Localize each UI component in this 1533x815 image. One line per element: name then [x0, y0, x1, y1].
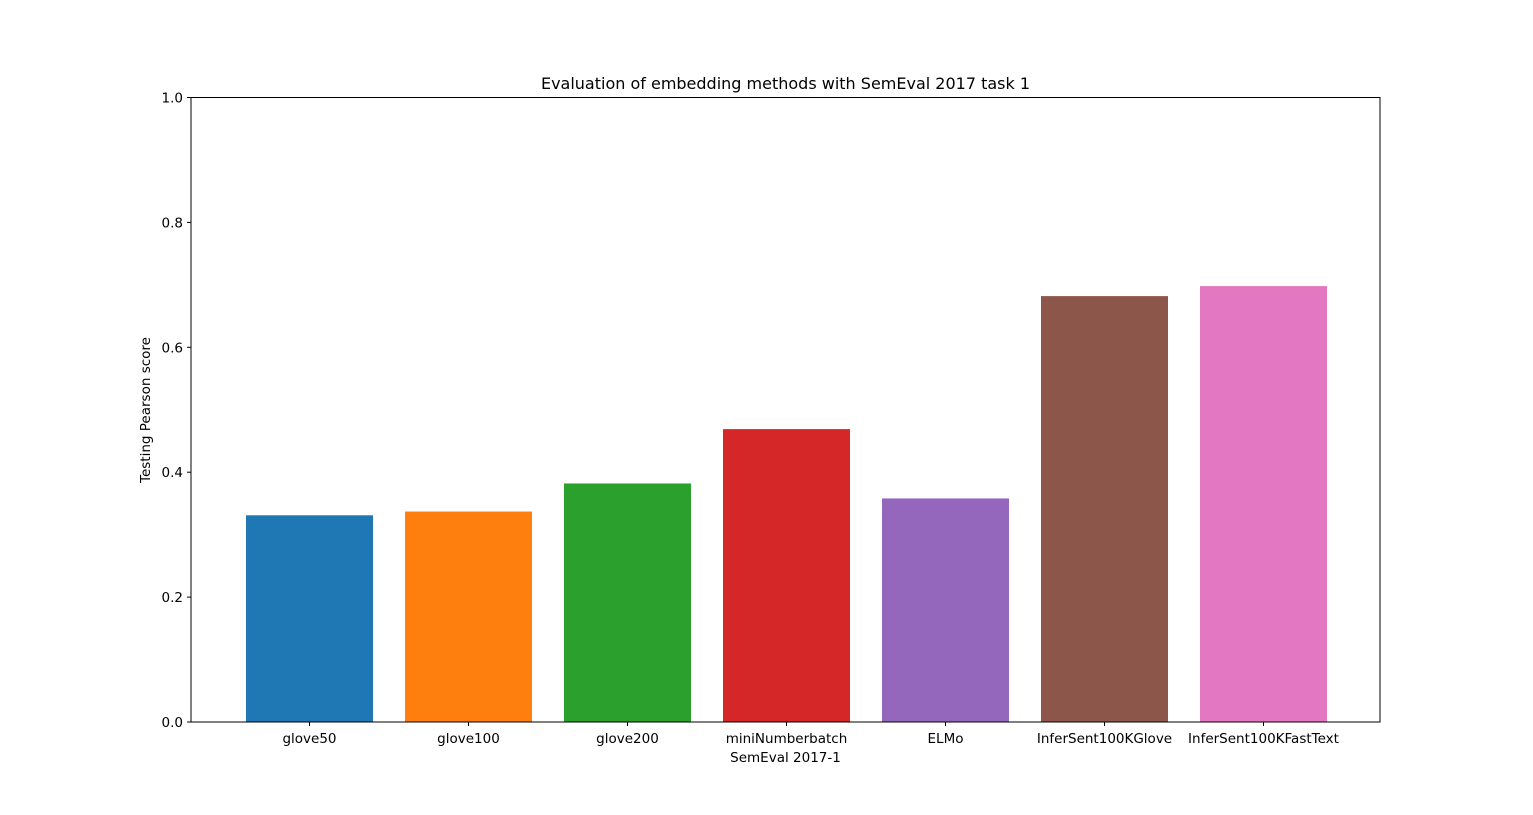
bar-InferSent100KFastText — [1200, 286, 1327, 722]
y-axis-ticks: 0.0 0.2 0.4 0.6 0.8 1.0 — [162, 91, 191, 731]
y-tick-label: 1.0 — [162, 91, 183, 107]
x-tick-label: glove100 — [437, 731, 500, 747]
x-tick-label: miniNumberbatch — [726, 731, 848, 747]
bar-ELMo — [882, 498, 1009, 722]
x-axis-ticks: glove50 glove100 glove200 miniNumberbatch EL… — [282, 722, 1339, 747]
y-tick-label: 0.4 — [162, 465, 183, 481]
bar-glove50 — [246, 515, 373, 722]
y-tick-label: 0.6 — [162, 340, 183, 356]
x-tick-label: InferSent100KFastText — [1188, 731, 1339, 747]
y-tick-label: 0.8 — [162, 215, 183, 231]
bar-miniNumberbatch — [723, 429, 850, 722]
x-axis-label: SemEval 2017-1 — [730, 750, 841, 766]
x-tick-label: glove200 — [596, 731, 659, 747]
chart-title: Evaluation of embedding methods with Sem… — [541, 74, 1030, 93]
y-axis-label: Testing Pearson score — [138, 337, 154, 484]
x-tick-label: ELMo — [928, 731, 964, 747]
y-tick-label: 0.0 — [162, 715, 183, 731]
x-tick-label: InferSent100KGlove — [1037, 731, 1172, 747]
bar-glove200 — [564, 483, 691, 722]
plot-area-frame — [190, 97, 1381, 723]
bar-InferSent100KGlove — [1041, 296, 1168, 722]
bars-layer — [246, 286, 1327, 722]
y-tick-label: 0.2 — [162, 590, 183, 606]
x-tick-label: glove50 — [282, 731, 336, 747]
bar-glove100 — [405, 511, 532, 722]
